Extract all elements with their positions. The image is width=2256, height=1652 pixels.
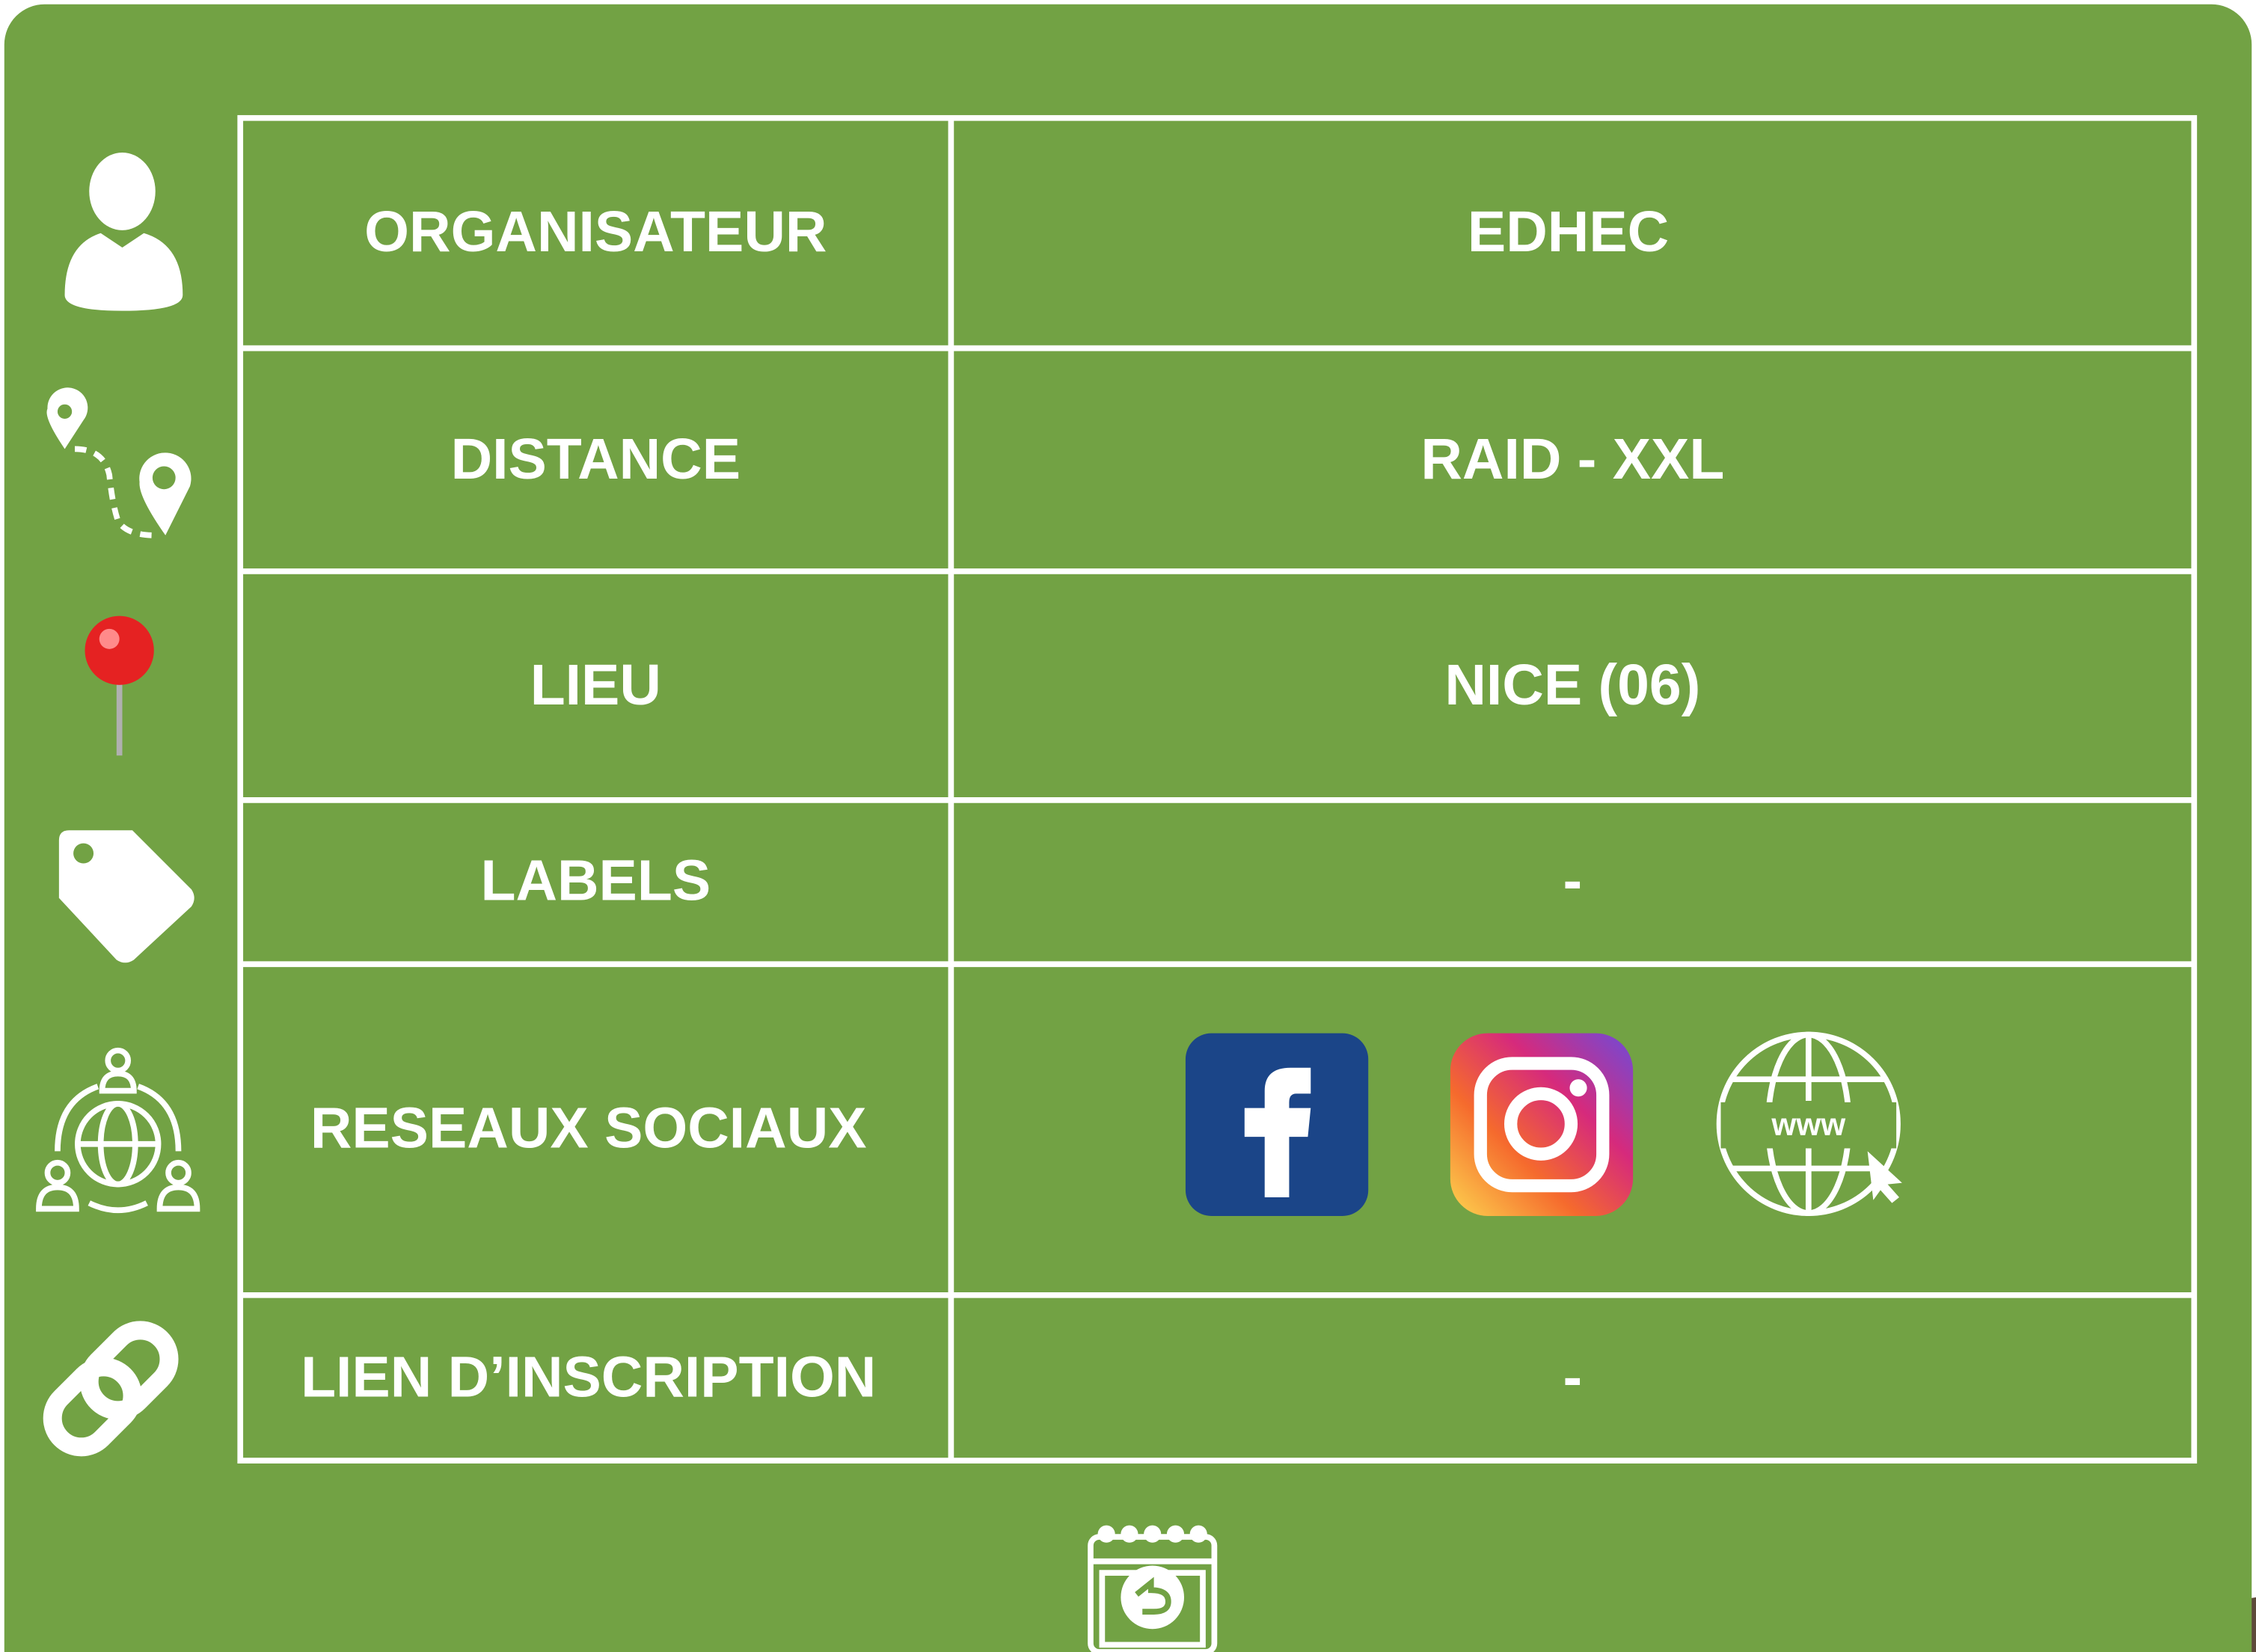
row-label: LABELS — [480, 849, 711, 913]
row-label: LIEU — [530, 653, 661, 717]
card-background — [4, 4, 2252, 1652]
row-value: EDHEC — [1468, 200, 1669, 264]
table-grid — [237, 114, 2198, 1464]
row-label: ORGANISATEUR — [364, 200, 827, 264]
row-label: RESEAUX SOCIAUX — [310, 1096, 867, 1161]
row-value: NICE (06) — [1444, 653, 1700, 717]
row-label: LIEN D’INSCRIPTION — [301, 1345, 876, 1410]
community-icon — [36, 1047, 200, 1214]
pin-icon — [85, 615, 154, 756]
row-label: DISTANCE — [451, 427, 741, 491]
row-value: - — [1563, 1345, 1583, 1410]
website-link[interactable]: www — [1716, 1031, 1902, 1216]
back-calendar-button[interactable] — [1088, 1525, 1218, 1652]
person-icon — [64, 152, 183, 311]
row-value: RAID - XXL — [1420, 427, 1724, 491]
tag-icon — [58, 830, 194, 963]
www-label: www — [1771, 1107, 1845, 1142]
route-icon — [46, 387, 191, 538]
link-icon — [43, 1321, 179, 1457]
row-value: - — [1563, 849, 1583, 913]
instagram-link[interactable] — [1450, 1033, 1634, 1216]
facebook-link[interactable] — [1185, 1033, 1369, 1216]
